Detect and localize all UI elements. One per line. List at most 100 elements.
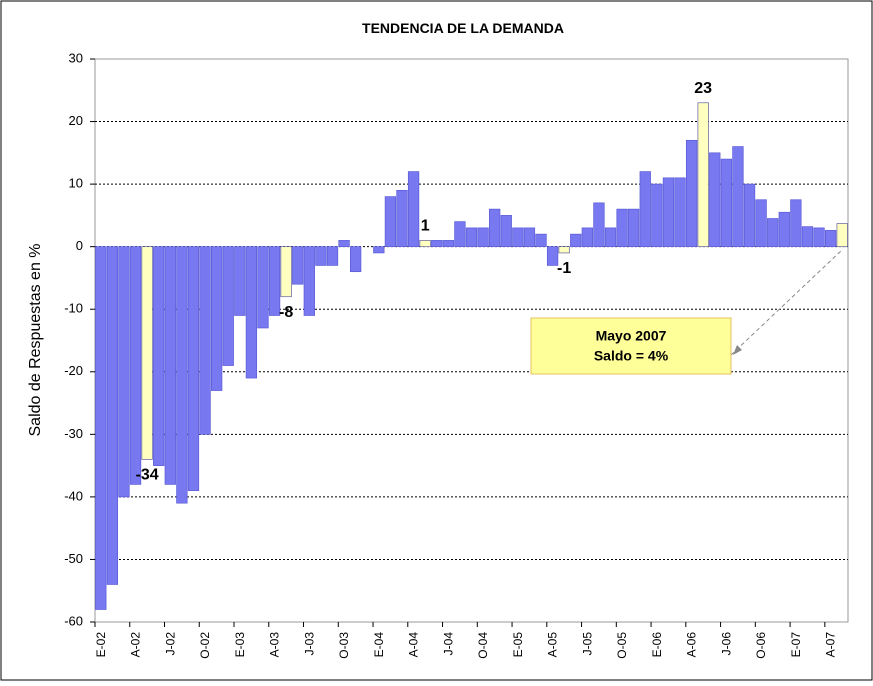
bar [407,171,420,248]
bar [500,215,512,248]
x-tick-label: E-06 [650,632,664,658]
y-tick-label: -40 [64,488,83,503]
x-tick-label: J-06 [719,632,733,656]
bar [222,246,234,366]
bar [257,246,269,329]
bar [685,139,698,248]
bar [118,246,130,498]
bar [836,223,848,248]
bar [199,246,211,435]
bar [523,227,536,248]
bar [303,246,315,316]
bar [639,171,651,248]
y-tick-label: -60 [64,613,83,628]
x-tick-label: A-04 [407,632,421,658]
bar [129,246,142,485]
bar [755,199,767,248]
bar [616,208,628,248]
bar [581,227,593,248]
bar [141,246,153,460]
x-tick-label: O-04 [476,632,490,659]
y-tick-label: 10 [69,176,83,191]
x-tick-label: O-06 [754,632,768,659]
x-tick-label: J-02 [163,632,177,656]
bar [824,230,837,248]
bar [604,227,617,248]
y-tick-label: -10 [64,301,83,316]
bar [95,246,107,610]
x-tick-label: J-05 [580,632,594,656]
x-tick-label: A-05 [546,632,560,658]
x-tick-label: A-02 [129,632,143,658]
x-tick-label: J-03 [302,632,316,656]
chart-title: TENDENCIA DE LA DEMANDA [362,20,564,36]
x-tick-label: E-03 [233,632,247,658]
bar [442,240,454,248]
data-label: 1 [421,218,430,235]
bar [662,177,675,248]
bar [373,246,385,254]
bar [419,240,431,248]
y-tick-label: 30 [69,50,83,65]
bar [326,246,339,266]
data-label: -8 [279,304,293,321]
data-label: 23 [694,80,712,97]
bar [210,246,223,391]
y-axis-label: Saldo de Respuestas en % [27,243,44,436]
bar [512,227,524,248]
arrow-head [733,345,742,355]
bar [187,246,200,491]
bar [651,183,663,248]
y-tick-label: -30 [64,426,83,441]
bar [709,152,721,248]
y-tick-label: -20 [64,363,83,378]
bar [268,246,281,316]
bar [732,146,744,248]
bar [465,227,478,248]
bar [234,246,246,316]
annotation-text: Saldo = 4% [594,348,669,364]
bar [697,102,709,248]
bar [431,240,443,248]
bar [454,221,466,248]
bar [801,226,814,248]
x-tick-label: O-05 [615,632,629,659]
bar [176,246,188,504]
bar [558,246,570,254]
bar [396,190,408,248]
y-tick-label: 0 [76,238,83,253]
bar [674,177,686,248]
y-tick-label: 20 [69,113,83,128]
x-tick-label: O-02 [198,632,212,659]
bar [813,227,825,248]
x-tick-label: A-06 [685,632,699,658]
x-tick-label: E-04 [372,632,386,658]
annotation-arrow [730,248,844,356]
bar [477,227,489,248]
x-tick-label: J-04 [441,632,455,656]
x-tick-label: E-02 [94,632,108,658]
x-tick-label: A-07 [824,632,838,658]
x-tick-label: E-07 [789,632,803,658]
x-tick-label: A-03 [268,632,282,658]
data-label: -34 [136,467,159,484]
bar [350,246,362,273]
bar [546,246,559,266]
bar [535,233,547,248]
bar [106,246,119,585]
bar [338,240,350,248]
bar [153,246,165,466]
bar [164,246,176,485]
data-label: -1 [557,260,571,277]
bar [767,218,779,248]
bar [720,158,733,248]
bar [245,246,258,379]
annotation-box [530,317,732,375]
bar [280,246,292,298]
bar [593,202,605,248]
bar [489,208,501,248]
bar [292,246,304,285]
y-tick-label: -50 [64,551,83,566]
bar [778,211,790,248]
